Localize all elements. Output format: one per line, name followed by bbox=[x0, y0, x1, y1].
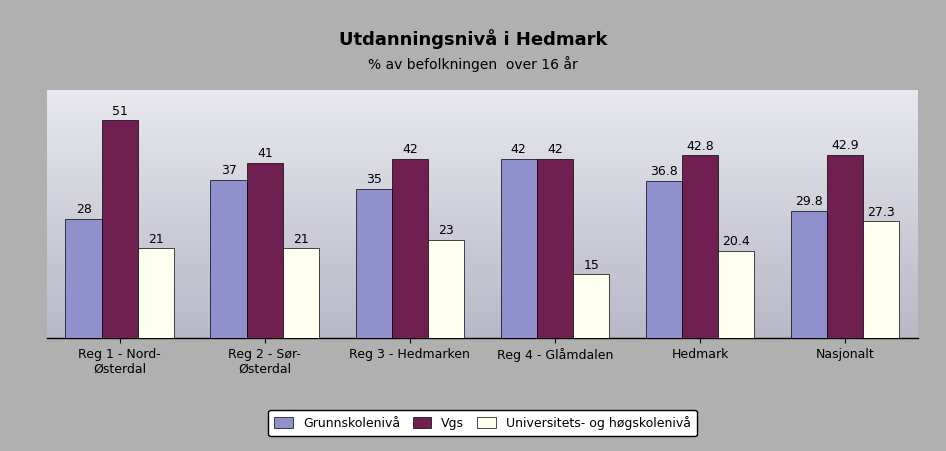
Bar bbox=[573, 274, 609, 338]
Text: 42: 42 bbox=[511, 143, 527, 156]
Text: 42: 42 bbox=[402, 143, 418, 156]
Bar bbox=[718, 251, 755, 338]
Bar bbox=[827, 155, 863, 338]
Bar bbox=[138, 249, 174, 338]
Bar bbox=[65, 218, 101, 338]
Text: 20.4: 20.4 bbox=[723, 235, 750, 249]
Text: 15: 15 bbox=[584, 258, 599, 272]
Bar bbox=[536, 159, 573, 338]
Bar bbox=[392, 159, 428, 338]
Bar bbox=[102, 120, 138, 338]
Bar bbox=[682, 155, 718, 338]
Bar bbox=[500, 159, 536, 338]
Text: 21: 21 bbox=[293, 233, 309, 246]
Text: 41: 41 bbox=[257, 147, 272, 161]
Text: 23: 23 bbox=[438, 224, 454, 237]
Legend: Grunnskolenivå, Vgs, Universitets- og høgskolenivå: Grunnskolenivå, Vgs, Universitets- og hø… bbox=[268, 410, 697, 436]
Bar bbox=[863, 221, 900, 338]
Bar bbox=[791, 211, 827, 338]
Bar bbox=[645, 181, 682, 338]
Text: 42.9: 42.9 bbox=[832, 139, 859, 152]
Bar bbox=[428, 240, 464, 338]
Text: 42.8: 42.8 bbox=[686, 140, 714, 152]
Text: 42: 42 bbox=[547, 143, 563, 156]
Bar bbox=[210, 180, 247, 338]
Bar bbox=[356, 189, 392, 338]
Text: 27.3: 27.3 bbox=[867, 206, 895, 219]
Text: 29.8: 29.8 bbox=[795, 195, 823, 208]
Text: 28: 28 bbox=[76, 203, 92, 216]
Text: 35: 35 bbox=[366, 173, 381, 186]
Text: 37: 37 bbox=[220, 165, 236, 177]
Bar bbox=[283, 249, 319, 338]
Text: 36.8: 36.8 bbox=[650, 166, 677, 178]
Text: Utdanningsnivå i Hedmark: Utdanningsnivå i Hedmark bbox=[339, 29, 607, 49]
Text: % av befolkningen  over 16 år: % av befolkningen over 16 år bbox=[368, 56, 578, 72]
Text: 21: 21 bbox=[149, 233, 164, 246]
Bar bbox=[247, 163, 283, 338]
Text: 51: 51 bbox=[112, 105, 128, 118]
